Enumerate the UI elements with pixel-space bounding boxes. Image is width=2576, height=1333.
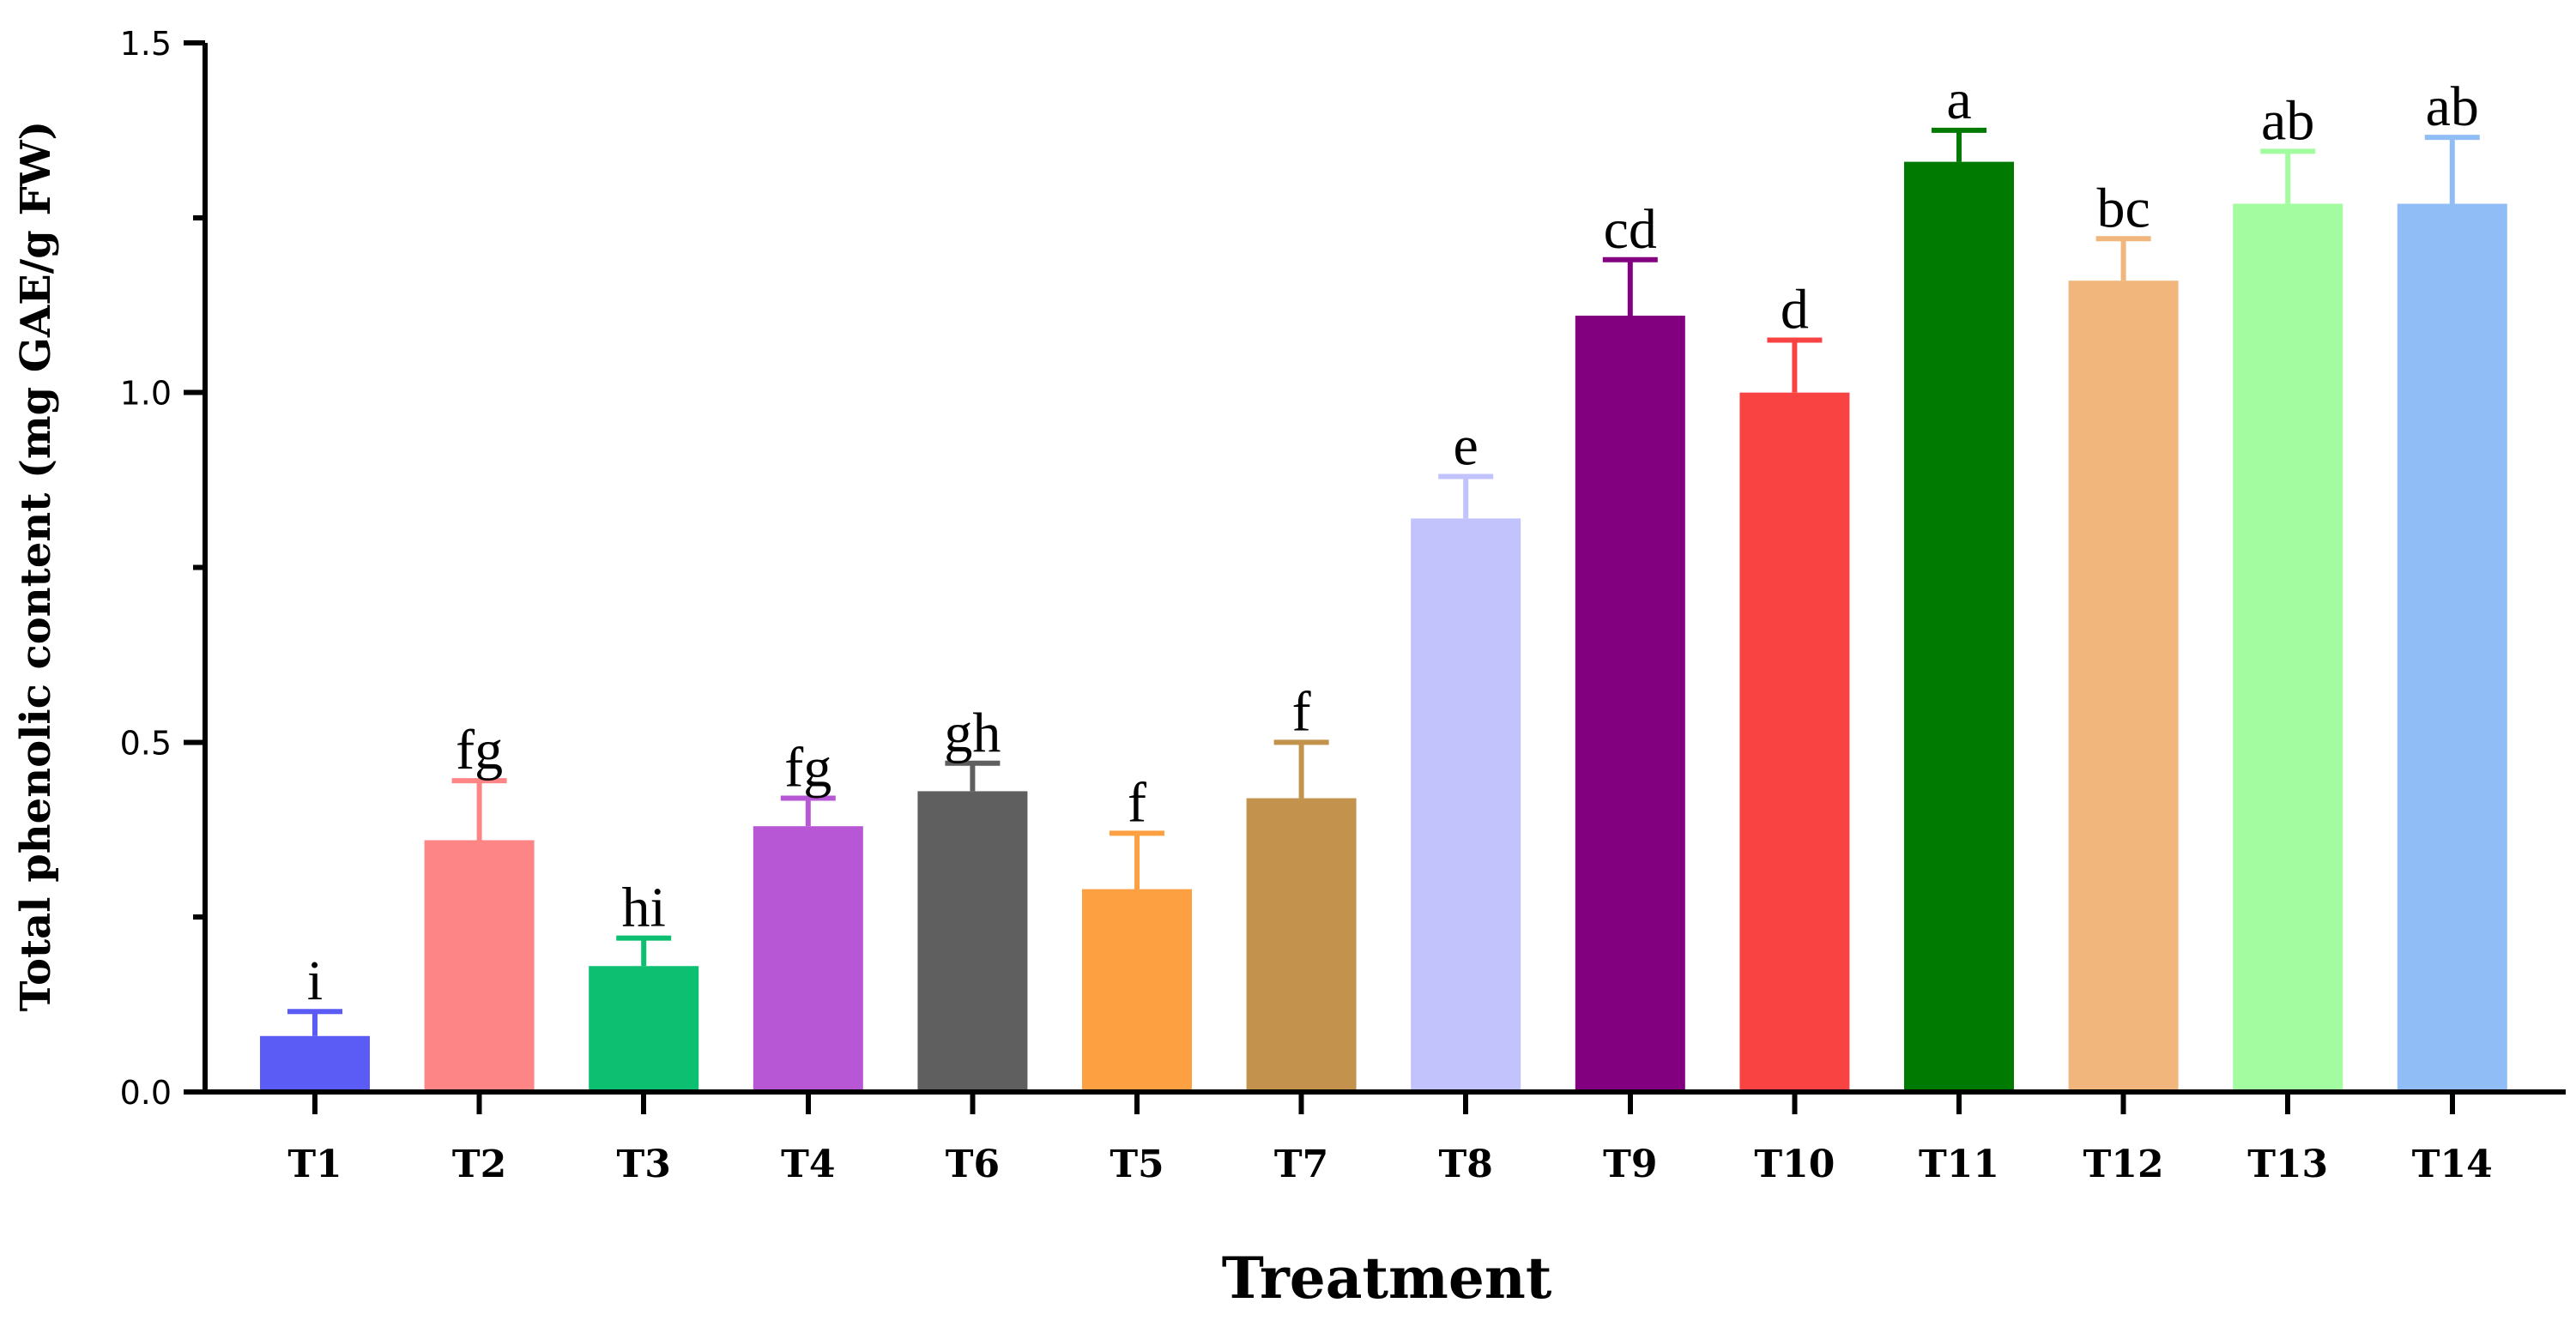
x-tick-label-t13: T13	[2247, 1143, 2328, 1186]
bar-t4	[753, 826, 863, 1092]
error-bars-group	[287, 127, 2480, 1036]
bars-group	[260, 161, 2507, 1093]
y-tick-label: 0.0	[120, 1074, 172, 1112]
bar-t6	[917, 791, 1028, 1092]
bar-t10	[1739, 392, 1850, 1093]
x-tick-label-t3: T3	[617, 1143, 671, 1186]
significance-letter-t11: a	[1946, 69, 1971, 131]
significance-letter-t13: ab	[2261, 89, 2314, 152]
x-tick-label-t11: T11	[1919, 1143, 1999, 1186]
significance-letter-t7: f	[1292, 680, 1311, 743]
bar-t12	[2068, 280, 2179, 1092]
x-tick-label-t5: T5	[1110, 1143, 1164, 1186]
x-tick-label-t1: T1	[287, 1143, 342, 1186]
x-tick-label-t8: T8	[1439, 1143, 1493, 1186]
significance-letter-t5: f	[1128, 771, 1146, 834]
x-tick-label-t12: T12	[2083, 1143, 2164, 1186]
y-tick-label: 1.5	[120, 25, 172, 63]
bar-t11	[1904, 161, 2014, 1092]
bar-t7	[1246, 798, 1357, 1092]
bar-t1	[260, 1035, 370, 1092]
bar-t3	[589, 966, 699, 1092]
x-tick-label-t9: T9	[1603, 1143, 1657, 1186]
x-axis-title: Treatment	[1222, 1245, 1552, 1312]
x-tick-label-t6: T6	[946, 1143, 1000, 1186]
significance-letter-t1: i	[307, 950, 323, 1012]
bar-t8	[1411, 518, 1521, 1092]
significance-letter-t10: d	[1781, 279, 1809, 341]
significance-letter-t12: bc	[2096, 177, 2150, 239]
bar-t9	[1575, 315, 1685, 1093]
significance-letter-t9: cd	[1604, 198, 1657, 261]
x-tick-label-t14: T14	[2412, 1143, 2493, 1186]
x-tick-label-t7: T7	[1274, 1143, 1328, 1186]
y-ticks-group: 0.0 0.5 1.0 1.5	[120, 25, 205, 1112]
x-tick-label-t4: T4	[781, 1143, 835, 1186]
significance-letter-t3: hi	[622, 877, 666, 939]
significance-letters-group: i fg hi fg gh f f e cd d a bc ab ab	[307, 69, 2479, 1012]
significance-letter-t8: e	[1454, 415, 1478, 478]
significance-letter-t2: fg	[456, 719, 503, 781]
significance-letter-t6: gh	[944, 702, 1001, 764]
significance-letter-t4: fg	[784, 737, 831, 799]
y-axis-title: Total phenolic content (mg GAE/g FW)	[12, 121, 60, 1012]
y-tick-label: 1.0	[120, 375, 172, 413]
bar-t14	[2397, 203, 2507, 1093]
x-tick-label-t2: T2	[452, 1143, 506, 1186]
y-tick-label: 0.5	[120, 724, 172, 762]
bar-t2	[424, 840, 535, 1092]
x-tick-label-t10: T10	[1754, 1143, 1835, 1186]
bar-t5	[1082, 889, 1192, 1092]
significance-letter-t14: ab	[2426, 75, 2479, 138]
x-ticks-group: T1 T2 T3 T4 T6 T5 T7 T8 T9 T10 T11 T12 T13 T14	[287, 1092, 2493, 1186]
axes-group	[203, 43, 2566, 1095]
bar-t13	[2233, 203, 2343, 1093]
